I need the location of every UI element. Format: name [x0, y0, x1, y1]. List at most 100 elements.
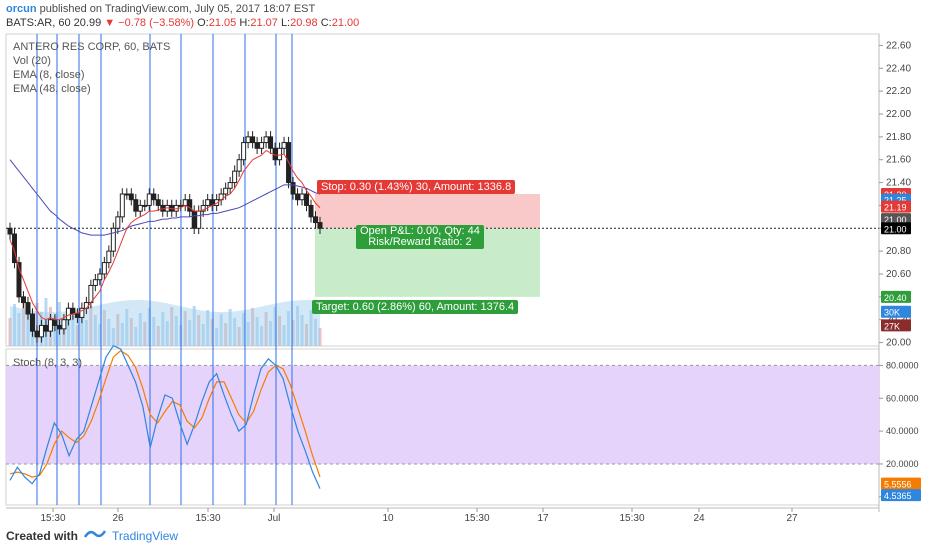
author-link[interactable]: orcun [6, 3, 37, 15]
stoch-badge-text: 4.5365 [884, 491, 912, 501]
candle-body [268, 136, 274, 149]
price-tick-label: 21.60 [886, 155, 911, 166]
volume-bar [224, 323, 228, 346]
candle-body [155, 199, 161, 206]
stoch-badge [881, 477, 921, 490]
price-badge-text: 27K [884, 321, 900, 331]
stoch-legend[interactable]: Stoch (8, 3, 3) [13, 357, 83, 369]
candle-body [101, 262, 107, 275]
time-tick-label: 27 [786, 513, 798, 524]
candle-body [38, 324, 44, 338]
candle-body [236, 159, 242, 172]
candle-body [151, 193, 157, 201]
stop-zone [315, 194, 540, 229]
candle-body [133, 199, 139, 212]
volume-bar [66, 307, 70, 346]
legend-ema-slow[interactable]: EMA (48, close) [13, 83, 91, 95]
stop-label[interactable]: Stop: 0.30 (1.43%) 30, Amount: 1336.8 [317, 180, 516, 194]
low-value: 20.98 [290, 17, 318, 29]
volume-bar [129, 318, 133, 346]
candle-body [308, 204, 314, 218]
candle-body [295, 193, 301, 201]
volume-bar [246, 322, 250, 346]
candle-body [281, 142, 287, 149]
candle-body [115, 216, 121, 229]
position-info[interactable]: Open P&L: 0.00, Qty: 44 Risk/Reward Rati… [356, 225, 484, 249]
high-value: 21.07 [250, 17, 278, 29]
price-tick-label: 20.60 [886, 269, 911, 280]
stoch-tick-label: 40.0000 [886, 426, 919, 436]
candle-body [25, 302, 31, 315]
price-badge [881, 319, 911, 332]
candle-body [196, 210, 202, 229]
stoch-d-line [9, 349, 321, 478]
candle-body [29, 313, 35, 332]
publish-header: orcun published on TradingView.com, July… [6, 3, 315, 16]
price-tick-label: 22.20 [886, 86, 911, 97]
price-badge-text: 21.19 [884, 203, 907, 213]
volume-bar [300, 315, 304, 346]
volume-bar [233, 318, 237, 346]
quote-line: BATS:AR, 60 20.99 ▼ −0.78 (−3.58%) O:21.… [6, 17, 359, 30]
price-badge-text: 21.00 [884, 224, 907, 234]
volume-bar [287, 311, 291, 346]
candle-body [119, 193, 125, 218]
time-tick-label: Jul [268, 513, 281, 524]
price-badge [881, 305, 911, 318]
legend-ema-fast[interactable]: EMA (8, close) [13, 69, 85, 81]
price-badge [881, 290, 911, 303]
candle-body [191, 210, 197, 229]
tradingview-brand[interactable]: TradingView [112, 528, 179, 543]
candle-body [47, 319, 53, 332]
open-value: 21.05 [208, 17, 237, 29]
candle-body [263, 136, 269, 144]
price-badge-text: 21.00 [884, 215, 907, 225]
volume-bar [143, 322, 147, 346]
legend-volume[interactable]: Vol (20) [13, 55, 51, 67]
legend-title[interactable]: ANTERO RES CORP, 60, BATS [13, 41, 171, 53]
publish-info: published on TradingView.com, July 05, 2… [39, 3, 316, 15]
ema-slow-line [9, 159, 321, 236]
last-price: 20.99 [73, 17, 102, 29]
target-label[interactable]: Target: 0.60 (2.86%) 60, Amount: 1376.4 [312, 300, 519, 314]
candle-body [11, 233, 17, 264]
candle-body [142, 204, 148, 207]
close-value: 21.00 [331, 17, 360, 29]
candle-body [97, 273, 103, 281]
volume-bar [174, 316, 178, 346]
time-tick-label: 15:30 [464, 513, 489, 524]
candle-body [277, 147, 283, 161]
volume-bar [201, 324, 205, 346]
indicator-legend: ANTERO RES CORP, 60, BATS Vol (20) EMA (… [13, 40, 170, 96]
volume-bar [147, 308, 151, 346]
time-tick-label: 15:30 [40, 513, 65, 524]
candle-body [254, 142, 260, 149]
candle-body [317, 222, 323, 229]
candle-body [182, 199, 188, 206]
candle-body [187, 199, 193, 212]
risk-reward-label: Risk/Reward Ratio: 2 [368, 236, 472, 248]
volume-bar [84, 320, 88, 346]
volume-bar [260, 326, 264, 346]
time-tick-label: 26 [112, 513, 124, 524]
price-tick-label: 22.00 [886, 109, 911, 120]
candle-body [20, 296, 26, 304]
candle-body [61, 319, 67, 330]
volume-bar [125, 309, 129, 346]
open-pl-label: Open P&L: 0.00, Qty: 44 [360, 225, 480, 237]
volume-bar [192, 306, 196, 346]
volume-bar [215, 328, 219, 346]
volume-bar [296, 306, 300, 346]
price-tick-label: 21.80 [886, 132, 911, 143]
volume-bar [12, 304, 16, 346]
stoch-band [6, 365, 879, 464]
candle-body [110, 227, 116, 252]
volume-bar [269, 321, 273, 346]
volume-bar [183, 311, 187, 346]
volume-bar [282, 325, 286, 346]
stoch-badge-text: 5.5556 [884, 480, 912, 490]
footer: Created with TradingView [6, 528, 178, 543]
price-badge-text: 30K [884, 308, 900, 318]
volume-bar [278, 316, 282, 346]
price-change: −0.78 (−3.58%) [118, 17, 195, 29]
